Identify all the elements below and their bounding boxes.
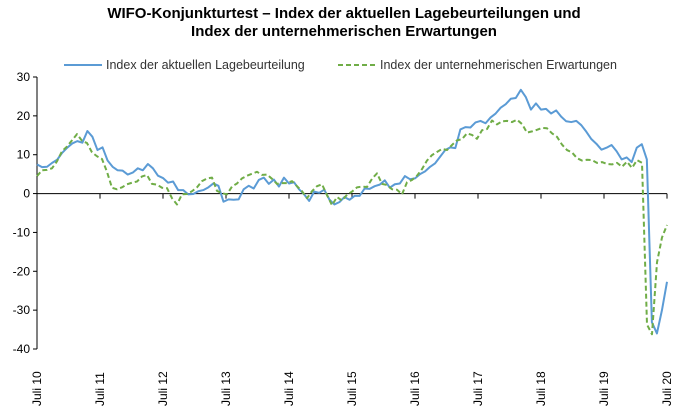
x-tick-label: Juli 11 <box>93 372 107 406</box>
chart-title: WIFO-Konjunkturtest – Index der aktuelle… <box>107 5 580 22</box>
series-line-lagebeurteilung <box>36 88 668 335</box>
series-layer <box>36 88 668 336</box>
x-tick-label: Juli 16 <box>408 371 422 406</box>
legend-label-lage: Index der aktuellen Lagebeurteilung <box>106 58 305 72</box>
y-tick-label: -30 <box>13 303 31 317</box>
y-tick-label: 10 <box>17 148 31 162</box>
chart-title-line2: Index der unternehmerischen Erwartungen <box>191 23 497 40</box>
x-axis: Juli 10 Juli 11 Juli 12 Juli 13 Juli 14 Juli … <box>30 193 674 406</box>
x-tick-label: Juli 10 <box>30 371 44 406</box>
series-line-erwartungen <box>36 118 668 336</box>
x-tick-label: Juli 15 <box>345 371 359 406</box>
x-tick-label: Juli 13 <box>219 371 233 406</box>
y-tick-label: 20 <box>17 109 31 123</box>
y-tick-label: -40 <box>13 342 31 356</box>
x-tick-label: Juli 17 <box>471 371 485 406</box>
x-tick-label: Juli 20 <box>660 371 674 406</box>
x-tick-label: Juli 14 <box>282 371 296 406</box>
y-tick-label: 0 <box>23 187 30 201</box>
y-axis: 30 20 10 0 -10 -20 -30 -40 <box>13 70 38 356</box>
x-tick-label: Juli 18 <box>534 371 548 406</box>
legend: Index der aktuellen Lagebeurteilung Inde… <box>64 58 617 72</box>
y-tick-label: -20 <box>13 264 31 278</box>
x-tick-label: Juli 12 <box>156 371 170 406</box>
legend-label-erwartungen: Index der unternehmerischen Erwartungen <box>380 58 617 72</box>
x-tick-label: Juli 19 <box>597 371 611 406</box>
y-tick-label: 30 <box>17 70 31 84</box>
y-tick-label: -10 <box>13 225 31 239</box>
